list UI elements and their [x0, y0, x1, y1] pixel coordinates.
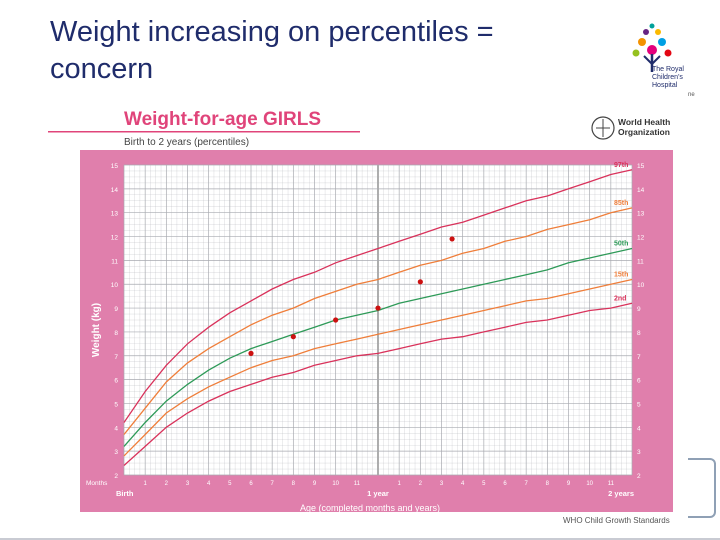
series-line: [123, 278, 633, 457]
x-tick-label: 2: [419, 481, 423, 487]
decorative-bracket: [688, 458, 716, 518]
series-labels: 97th 85th 50th 15th 2nd: [614, 162, 628, 303]
y-tick-label: 3: [637, 449, 641, 456]
y-tick-label: 9: [114, 306, 118, 313]
x-tick-label: 5: [482, 481, 486, 487]
y-tick-label: 11: [637, 258, 644, 265]
y-tick-label: 2: [637, 473, 641, 480]
x-tick-label: 3: [186, 481, 190, 487]
who-footer: WHO Child Growth Standards: [563, 516, 670, 525]
chart-header-bg: [80, 90, 673, 150]
y-tick-label: 6: [637, 378, 641, 385]
y-tick-label: 8: [114, 330, 118, 337]
who-logo: World Health Organization: [591, 116, 670, 140]
slide-title: Weight increasing on percentiles = conce…: [50, 16, 494, 85]
series-line: [123, 169, 633, 423]
series-label: 50th: [614, 240, 628, 247]
y-tick-label: 5: [114, 401, 118, 408]
logo-suffix: ne: [688, 92, 695, 98]
y-tick-label: 15: [637, 163, 645, 170]
y-tick-label: 12: [637, 235, 645, 242]
y-tick-label: 14: [111, 187, 119, 194]
x-tick-label: 2: [165, 481, 169, 487]
y-tick-label: 2: [114, 473, 118, 480]
x-tick-label: 11: [608, 481, 615, 487]
y-tick-label: 12: [111, 235, 119, 242]
y-tick-label: 13: [111, 211, 119, 218]
x-tick-label: 1: [143, 481, 147, 487]
hospital-logo-icon: [632, 23, 672, 72]
y-ticks-right: 2 3 4 5 6 7 8 9 10 11 12 13 14 15: [637, 163, 645, 480]
series-line: [123, 207, 633, 435]
x-year-label: 2 years: [608, 489, 634, 498]
y-tick-label: 4: [114, 425, 118, 432]
y-tick-label: 8: [637, 330, 641, 337]
x-tick-label: 7: [524, 481, 528, 487]
data-point: [417, 279, 423, 285]
series-label: 2nd: [614, 295, 626, 302]
data-point: [290, 334, 296, 340]
y-tick-label: 5: [637, 401, 641, 408]
grid: [123, 164, 633, 476]
series-line: [123, 302, 633, 466]
x-tick-label: 7: [270, 481, 274, 487]
who-line2: Organization: [618, 127, 670, 137]
x-tick-label: 10: [586, 481, 593, 487]
x-tick-label: 8: [546, 481, 550, 487]
series-label: 15th: [614, 271, 628, 278]
y-tick-label: 3: [114, 449, 118, 456]
logo-line: Children's: [652, 74, 683, 81]
x-tick-label: 6: [503, 481, 507, 487]
x-tick-label: 10: [332, 481, 339, 487]
x-axis-months-label: Months: [86, 480, 108, 487]
x-year-label: 1 year: [367, 489, 389, 498]
y-tick-label: 7: [114, 354, 118, 361]
who-emblem-icon: [591, 116, 615, 140]
logo-line: The Royal: [652, 66, 684, 73]
x-tick-label: 4: [207, 481, 211, 487]
divider: [0, 538, 720, 540]
y-tick-label: 10: [111, 282, 119, 289]
y-tick-label: 6: [114, 378, 118, 385]
y-tick-label: 9: [637, 306, 641, 313]
series-label: 85th: [614, 200, 628, 207]
chart-title: Weight-for-age GIRLS: [124, 109, 321, 130]
data-point: [248, 350, 254, 356]
y-tick-label: 13: [637, 211, 645, 218]
series-label: 97th: [614, 162, 628, 169]
data-points: [248, 236, 455, 356]
data-point: [375, 305, 381, 311]
x-tick-label: 3: [440, 481, 444, 487]
x-axis-label: Age (completed months and years): [300, 503, 440, 513]
y-tick-label: 14: [637, 187, 645, 194]
who-line1: World Health: [618, 117, 670, 127]
x-tick-label: 8: [292, 481, 296, 487]
header-underline: [48, 131, 360, 133]
y-axis-label: Weight (kg): [91, 303, 102, 357]
chart-subtitle: Birth to 2 years (percentiles): [124, 137, 249, 148]
y-ticks-left: 2 3 4 5 6 7 8 9 10 11 12 13 14 15: [111, 163, 119, 480]
y-tick-label: 15: [111, 163, 119, 170]
hospital-logo-text: The Royal Children's Hospital: [652, 66, 684, 90]
x-tick-label: 9: [313, 481, 317, 487]
x-tick-label: 11: [354, 481, 361, 487]
x-tick-label: 4: [461, 481, 465, 487]
data-point: [333, 317, 339, 323]
x-year-label: Birth: [116, 489, 134, 498]
y-tick-label: 4: [637, 425, 641, 432]
y-tick-label: 11: [111, 258, 118, 265]
x-tick-label: 5: [228, 481, 232, 487]
x-tick-label: 1: [397, 481, 401, 487]
x-tick-label: 6: [249, 481, 253, 487]
logo-line: Hospital: [652, 82, 678, 89]
data-point: [449, 236, 455, 242]
y-tick-label: 10: [637, 282, 645, 289]
y-tick-label: 7: [637, 354, 641, 361]
x-tick-label: 9: [567, 481, 571, 487]
